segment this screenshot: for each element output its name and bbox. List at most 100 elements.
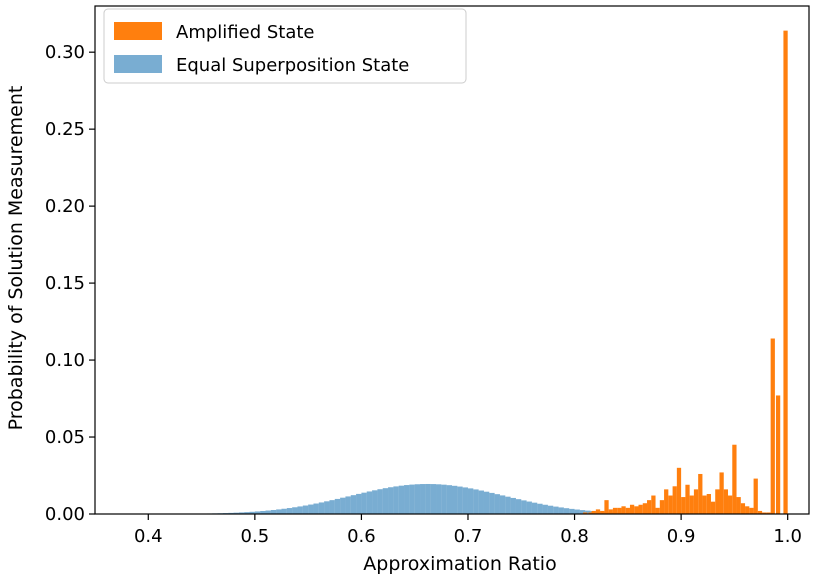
equal-superposition-bar	[292, 507, 297, 514]
equal-superposition-bar	[511, 498, 516, 514]
x-tick-label: 0.4	[134, 526, 163, 547]
y-tick-label: 0.10	[45, 350, 85, 371]
y-tick-label: 0.05	[45, 427, 85, 448]
legend-swatch-amplified	[114, 22, 162, 40]
equal-superposition-bar	[345, 496, 350, 514]
amplified-state-bar	[724, 489, 728, 514]
y-tick-label: 0.25	[45, 119, 85, 140]
amplified-state-bar	[685, 485, 689, 514]
equal-superposition-bar	[415, 484, 420, 514]
equal-superposition-bar	[553, 507, 558, 514]
equal-superposition-bar	[527, 502, 532, 514]
amplified-state-bar	[638, 505, 642, 514]
equal-superposition-bar	[308, 505, 313, 514]
equal-superposition-bar	[473, 489, 478, 514]
amplified-state-bar	[711, 502, 715, 514]
equal-superposition-bar	[447, 485, 452, 514]
amplified-state-bar	[647, 500, 651, 514]
equal-superposition-bar	[367, 491, 372, 514]
x-tick-label: 0.6	[347, 526, 376, 547]
equal-superposition-bar	[575, 510, 580, 514]
equal-superposition-bar	[569, 509, 574, 514]
equal-superposition-bar	[548, 506, 553, 514]
equal-superposition-bar	[287, 508, 292, 514]
amplified-state-bar	[741, 503, 745, 514]
amplified-state-bar	[621, 506, 625, 514]
amplified-state-bar	[698, 474, 702, 514]
equal-superposition-bar	[495, 494, 500, 514]
equal-superposition-bar	[516, 499, 521, 514]
legend-label-equal-superposition: Equal Superposition State	[176, 55, 409, 76]
equal-superposition-bar	[468, 488, 473, 514]
equal-superposition-bar	[431, 484, 436, 514]
amplified-state-bar	[604, 500, 608, 514]
equal-superposition-bar	[500, 495, 505, 514]
y-tick-label: 0.30	[45, 42, 85, 63]
amplified-state-bar	[690, 496, 694, 514]
amplified-state-bar	[702, 496, 706, 514]
equal-superposition-bar	[532, 503, 537, 514]
y-tick-label: 0.00	[45, 504, 85, 525]
equal-superposition-bar	[505, 497, 510, 514]
equal-superposition-bar	[361, 493, 366, 514]
equal-superposition-bar	[484, 492, 489, 514]
equal-superposition-bar	[276, 509, 281, 514]
amplified-state-bar	[613, 508, 617, 514]
equal-superposition-bar	[543, 505, 548, 514]
equal-superposition-bar	[463, 487, 468, 514]
y-tick-label: 0.15	[45, 273, 85, 294]
amplified-state-bar	[737, 497, 741, 514]
equal-superposition-bar	[388, 487, 393, 514]
equal-superposition-bar	[489, 493, 494, 514]
equal-superposition-bar	[377, 489, 382, 514]
amplified-state-bar	[634, 506, 638, 514]
equal-superposition-bar	[404, 485, 409, 514]
legend: Amplified State Equal Superposition Stat…	[104, 9, 466, 83]
equal-superposition-bar	[409, 485, 414, 514]
amplified-state-bar	[694, 489, 698, 514]
amplified-state-bar	[771, 339, 775, 514]
amplified-state-bars	[583, 31, 788, 514]
equal-superposition-bar	[313, 504, 318, 514]
amplified-state-bar	[715, 489, 719, 514]
x-tick-label: 1.0	[773, 526, 802, 547]
amplified-state-bar	[783, 31, 787, 514]
amplified-state-bar	[749, 508, 753, 514]
equal-superposition-bar	[425, 484, 430, 514]
equal-superposition-bar	[297, 506, 302, 514]
equal-superposition-bar	[372, 490, 377, 514]
equal-superposition-bar	[319, 502, 324, 514]
equal-superposition-bar	[564, 508, 569, 514]
x-tick-label: 0.7	[454, 526, 483, 547]
amplified-state-bar	[660, 500, 664, 514]
equal-superposition-bar	[436, 484, 441, 514]
x-axis-label: Approximation Ratio	[363, 553, 556, 575]
amplified-state-bar	[609, 509, 613, 514]
amplified-state-bar	[707, 494, 711, 514]
y-axis-ticks: 0.00 0.05 0.10 0.15 0.20 0.25 0.30	[45, 42, 95, 525]
amplified-state-bar	[617, 508, 621, 514]
amplified-state-bar	[626, 508, 630, 514]
amplified-state-bar	[754, 479, 758, 514]
amplified-state-bar	[596, 509, 600, 514]
amplified-state-bar	[732, 445, 736, 514]
equal-superposition-bar	[452, 486, 457, 514]
equal-superposition-bar	[303, 506, 308, 514]
equal-superposition-bar	[335, 499, 340, 514]
amplified-state-bar	[719, 472, 723, 514]
amplified-state-bar	[677, 468, 681, 514]
equal-superposition-bar	[324, 501, 329, 514]
y-axis-label: Probability of Solution Measurement	[5, 86, 27, 431]
equal-superposition-bar	[420, 484, 425, 514]
equal-superposition-bar	[271, 510, 276, 514]
amplified-state-bar	[664, 489, 668, 514]
amplified-state-bar	[668, 496, 672, 514]
y-tick-label: 0.20	[45, 196, 85, 217]
equal-superposition-bar	[356, 494, 361, 514]
equal-superposition-bar	[281, 509, 286, 514]
equal-superposition-bar	[340, 498, 345, 514]
amplified-state-bar	[630, 505, 634, 514]
